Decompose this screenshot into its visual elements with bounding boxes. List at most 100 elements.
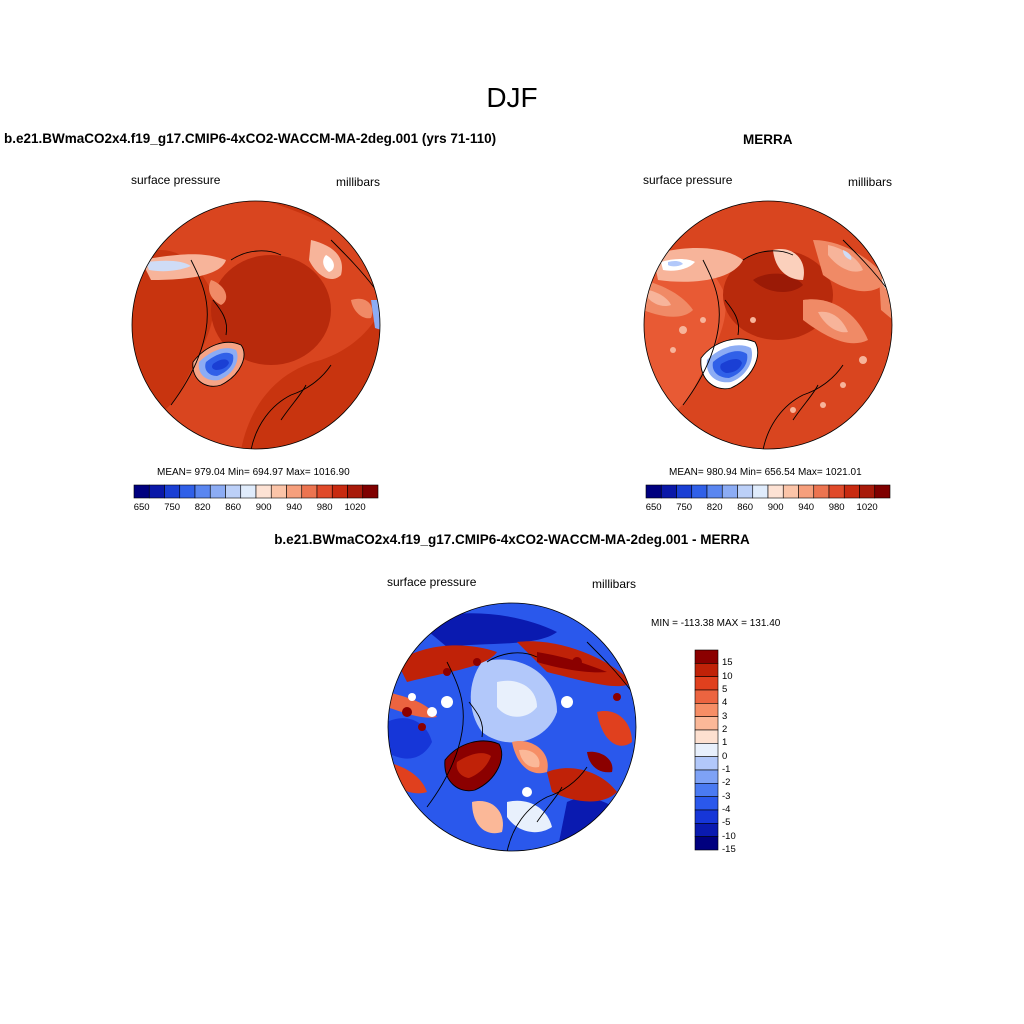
colorbar-tick-label: 1: [722, 737, 728, 749]
colorbar-tick-label: 3: [722, 710, 728, 722]
colorbar-box: [721, 484, 738, 499]
colorbar-box: [362, 484, 379, 499]
colorbar-tick-label: 980: [316, 502, 333, 513]
colorbar-tick-label: 650: [645, 502, 662, 513]
colorbar-box: [286, 484, 303, 499]
colorbar-box: [694, 796, 719, 811]
colorbar-box: [148, 484, 165, 499]
main-title: DJF: [486, 82, 538, 113]
colorbar-tick-label: 900: [255, 502, 272, 513]
panel1-colorbar: [133, 484, 379, 499]
colorbar-box: [240, 484, 257, 499]
colorbar-box: [225, 484, 242, 499]
colorbar-tick-label: 980: [828, 502, 845, 513]
diff-units-label: millibars: [592, 577, 637, 591]
colorbar-tick-label: 900: [767, 502, 784, 513]
colorbar-box: [694, 729, 719, 744]
colorbar-tick-label: 750: [164, 502, 181, 513]
colorbar-box: [694, 809, 719, 824]
colorbar-tick-label: -4: [722, 804, 731, 815]
panel2-colorbar-ticks: 650 750 820 860 900 940 980 1020: [646, 502, 890, 516]
colorbar-box: [209, 484, 226, 499]
colorbar-tick-label: 820: [706, 502, 723, 513]
colorbar-tick-label: 940: [798, 502, 815, 513]
diff-colorbar: [694, 649, 719, 851]
diff-colorbar-ticks: 15 10 5 4 3 2 1 0 -1 -2 -3 -4 -5 -10 -15: [722, 650, 762, 855]
colorbar-tick-label: 940: [286, 502, 303, 513]
panel2-title: MERRA: [743, 132, 793, 147]
colorbar-tick-label: 750: [676, 502, 693, 513]
colorbar-box: [645, 484, 662, 499]
colorbar-box: [694, 823, 719, 837]
colorbar-box: [660, 484, 677, 499]
colorbar-box: [737, 484, 754, 499]
colorbar-box: [301, 484, 318, 499]
colorbar-box: [828, 484, 845, 499]
colorbar-tick-label: 10: [722, 670, 733, 682]
colorbar-box: [694, 663, 719, 677]
colorbar-box: [694, 836, 719, 851]
colorbar-tick-label: 15: [722, 657, 733, 669]
colorbar-box: [691, 484, 708, 499]
colorbar-tick-label: 860: [225, 502, 242, 513]
diff-variable-label: surface pressure: [387, 575, 477, 589]
panel2-colorbar: [645, 484, 891, 499]
panel2-polar-map: [643, 200, 893, 450]
colorbar-box: [194, 484, 211, 499]
colorbar-box: [133, 484, 150, 499]
colorbar-box: [694, 649, 719, 664]
colorbar-tick-label: -2: [722, 777, 731, 789]
colorbar-tick-label: 650: [133, 502, 150, 513]
colorbar-box: [694, 676, 719, 691]
colorbar-tick-label: 2: [722, 724, 728, 735]
colorbar-tick-label: -3: [722, 790, 731, 802]
colorbar-box: [813, 484, 830, 499]
colorbar-tick-label: 5: [722, 684, 728, 695]
panel1-polar-map: [131, 200, 381, 450]
panel1-stats: MEAN= 979.04 Min= 694.97 Max= 1016.90: [157, 467, 350, 478]
colorbar-box: [843, 484, 860, 499]
colorbar-box: [270, 484, 287, 499]
diff-polar-map: [387, 602, 637, 852]
colorbar-box: [179, 484, 196, 499]
panel1-title: b.e21.BWmaCO2x4.f19_g17.CMIP6-4xCO2-WACC…: [4, 131, 497, 146]
colorbar-box: [347, 484, 364, 499]
panel1-units-label: millibars: [336, 175, 381, 189]
colorbar-box: [767, 484, 784, 499]
colorbar-tick-label: -10: [722, 830, 736, 842]
colorbar-tick-label: 860: [737, 502, 754, 513]
colorbar-box: [255, 484, 272, 499]
colorbar-tick-label: 1020: [344, 502, 366, 513]
colorbar-box: [694, 783, 719, 797]
colorbar-box: [694, 716, 719, 731]
colorbar-box: [798, 484, 815, 499]
colorbar-box: [706, 484, 723, 499]
panel2-units-label: millibars: [848, 175, 893, 189]
colorbar-tick-label: -1: [722, 764, 731, 775]
colorbar-tick-label: 1020: [856, 502, 878, 513]
colorbar-box: [782, 484, 799, 499]
diff-stats: MIN = -113.38 MAX = 131.40: [651, 618, 781, 629]
colorbar-tick-label: 0: [722, 750, 728, 762]
colorbar-tick-label: -15: [722, 844, 736, 855]
colorbar-box: [859, 484, 876, 499]
colorbar-box: [676, 484, 693, 499]
colorbar-box: [316, 484, 333, 499]
panel1-variable-label: surface pressure: [131, 173, 221, 187]
colorbar-tick-label: 820: [194, 502, 211, 513]
colorbar-box: [694, 703, 719, 717]
colorbar-box: [694, 743, 719, 757]
panel1-colorbar-ticks: 650 750 820 860 900 940 980 1020: [134, 502, 378, 516]
diff-panel-title: b.e21.BWmaCO2x4.f19_g17.CMIP6-4xCO2-WACC…: [274, 532, 750, 547]
colorbar-box: [331, 484, 348, 499]
colorbar-box: [164, 484, 181, 499]
colorbar-box: [874, 484, 891, 499]
colorbar-box: [694, 769, 719, 784]
colorbar-box: [752, 484, 769, 499]
colorbar-box: [694, 756, 719, 771]
colorbar-tick-label: 4: [722, 697, 728, 709]
panel2-variable-label: surface pressure: [643, 173, 733, 187]
colorbar-box: [694, 689, 719, 704]
colorbar-tick-label: -5: [722, 817, 731, 829]
panel2-stats: MEAN= 980.94 Min= 656.54 Max= 1021.01: [669, 467, 862, 478]
